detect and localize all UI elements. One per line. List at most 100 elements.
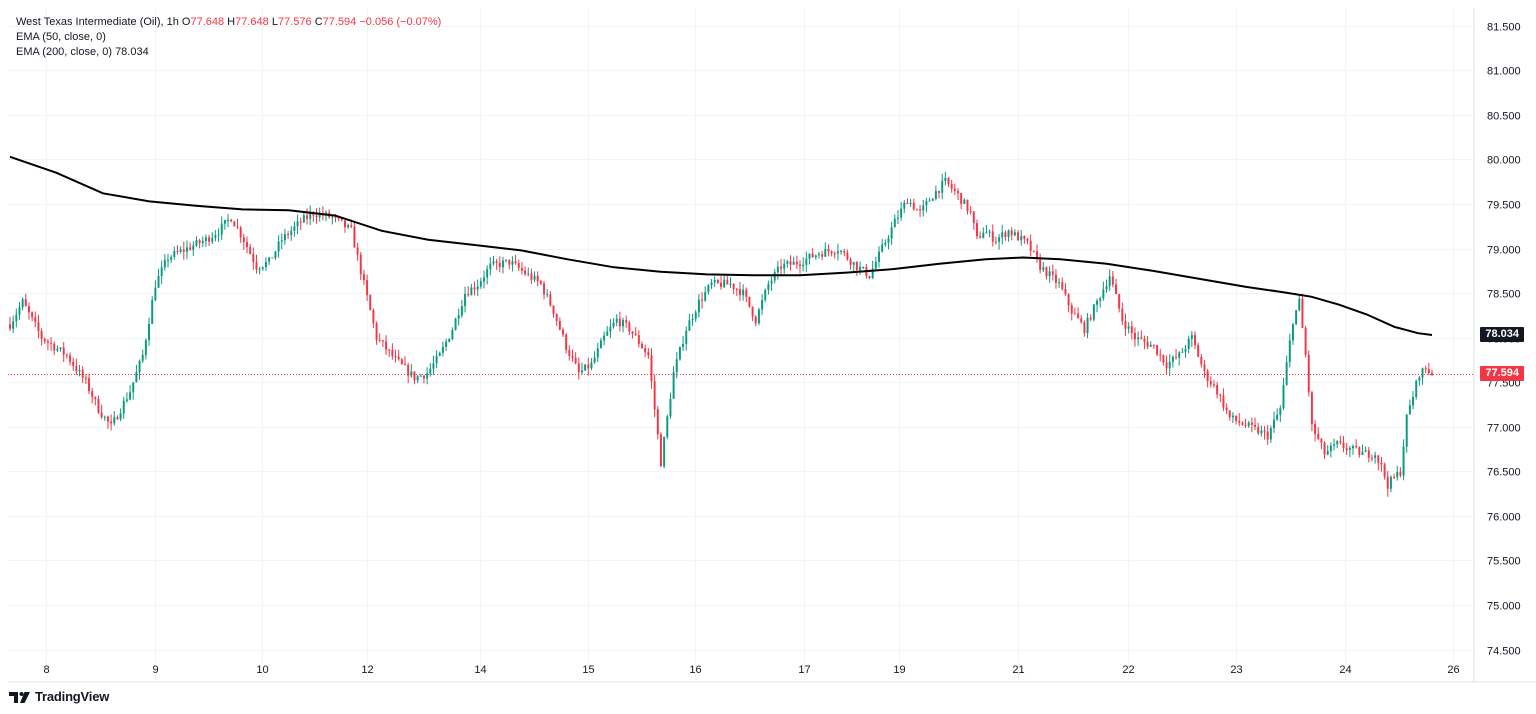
candle-down	[1004, 232, 1007, 237]
candle-up	[1020, 235, 1023, 241]
candle-down	[938, 191, 941, 193]
close-value: 77.594	[322, 16, 357, 28]
candle-up	[805, 258, 808, 265]
ema50-row[interactable]: EMA (50, close, 0)	[16, 30, 441, 45]
candle-up	[277, 241, 280, 252]
candle-down	[1301, 298, 1304, 328]
candle-up	[129, 392, 132, 400]
candle-up	[223, 219, 226, 224]
candle-up	[1352, 446, 1354, 449]
candle-down	[1424, 368, 1427, 370]
y-tick-label: 75.500	[1487, 556, 1521, 568]
candle-up	[944, 177, 947, 181]
candle-down	[720, 282, 722, 288]
candle-up	[678, 347, 681, 360]
candle-up	[160, 267, 163, 276]
candle-up	[505, 259, 508, 261]
candle-up	[824, 248, 827, 257]
candle-down	[508, 259, 511, 265]
candle-up	[1361, 451, 1364, 455]
candle-down	[849, 259, 852, 265]
candle-up	[1421, 368, 1424, 378]
symbol-title[interactable]: West Texas Intermediate (Oil), 1h	[16, 16, 179, 28]
candle-up	[1288, 340, 1291, 363]
y-axis[interactable]: 74.500 75.000 75.500 76.000 76.500 77.000 77.5…	[1473, 8, 1521, 682]
candle-down	[552, 305, 555, 315]
candle-down	[1064, 289, 1067, 295]
ema200-line	[9, 155, 1433, 336]
candle-down	[1370, 457, 1373, 459]
candle-down	[656, 409, 659, 435]
candle-down	[701, 299, 704, 301]
candle-up	[941, 180, 944, 193]
candle-down	[208, 237, 211, 242]
candle-down	[811, 253, 814, 258]
candle-up	[742, 289, 745, 296]
candle-down	[748, 296, 751, 307]
candle-up	[931, 198, 934, 201]
x-axis[interactable]: 8 9 10 12 14 15 16 17 19 21 22 23 24 26	[8, 664, 1536, 683]
x-tick-label: 8	[43, 664, 49, 676]
candle-up	[590, 362, 593, 369]
candle-up	[445, 341, 448, 347]
candle-down	[1070, 305, 1073, 314]
candle-up	[922, 205, 925, 211]
candle-down	[306, 215, 309, 219]
candle-up	[862, 266, 865, 268]
candle-up	[1105, 286, 1108, 290]
candle-down	[1427, 369, 1430, 373]
candle-up	[170, 256, 173, 260]
candle-down	[868, 276, 871, 278]
candle-down	[198, 240, 201, 244]
candle-down	[830, 251, 833, 254]
y-tick-label: 81.500	[1487, 22, 1521, 34]
y-tick-label: 81.000	[1487, 66, 1521, 78]
y-tick-label: 79.000	[1487, 245, 1521, 257]
ema200-row[interactable]: EMA (200, close, 0) 78.034	[16, 45, 441, 60]
candle-up	[871, 268, 874, 278]
candle-up	[783, 263, 786, 269]
candle-down	[514, 261, 517, 264]
candle-up	[1348, 448, 1351, 450]
candle-down	[1200, 356, 1203, 365]
candle-down	[1162, 354, 1165, 363]
candle-up	[675, 359, 678, 373]
candle-up	[1389, 476, 1392, 489]
candle-down	[495, 261, 498, 264]
candle-down	[558, 320, 561, 330]
candle-up	[470, 287, 473, 296]
candle-down	[947, 177, 950, 185]
candle-up	[903, 202, 906, 209]
candle-down	[827, 248, 830, 252]
candle-down	[94, 397, 97, 399]
candle-up	[710, 282, 713, 286]
candle-down	[1219, 394, 1222, 396]
candle-down	[1077, 313, 1080, 319]
candle-down	[1323, 442, 1326, 455]
x-tick-label: 9	[152, 664, 158, 676]
y-tick-label: 80.500	[1487, 111, 1521, 123]
candle-up	[533, 275, 536, 280]
candle-up	[185, 247, 188, 252]
candle-up	[685, 330, 688, 345]
candle-down	[413, 371, 416, 381]
candle-down	[388, 349, 391, 351]
candle-down	[287, 234, 290, 236]
candle-up	[1096, 300, 1099, 305]
candle-up	[704, 292, 707, 301]
candle-down	[1036, 251, 1038, 258]
candle-down	[362, 274, 365, 281]
candle-down	[950, 184, 953, 189]
x-tick-label: 24	[1339, 664, 1351, 676]
candle-up	[173, 251, 176, 257]
candle-down	[634, 333, 637, 336]
x-tick-label: 19	[893, 664, 905, 676]
candle-down	[650, 355, 653, 382]
tradingview-logo[interactable]: TradingView	[9, 689, 109, 704]
candle-down	[912, 202, 915, 210]
y-tick-label: 77.000	[1487, 423, 1521, 435]
candle-up	[476, 286, 479, 290]
candle-up	[836, 251, 839, 254]
candle-down	[1152, 344, 1155, 346]
